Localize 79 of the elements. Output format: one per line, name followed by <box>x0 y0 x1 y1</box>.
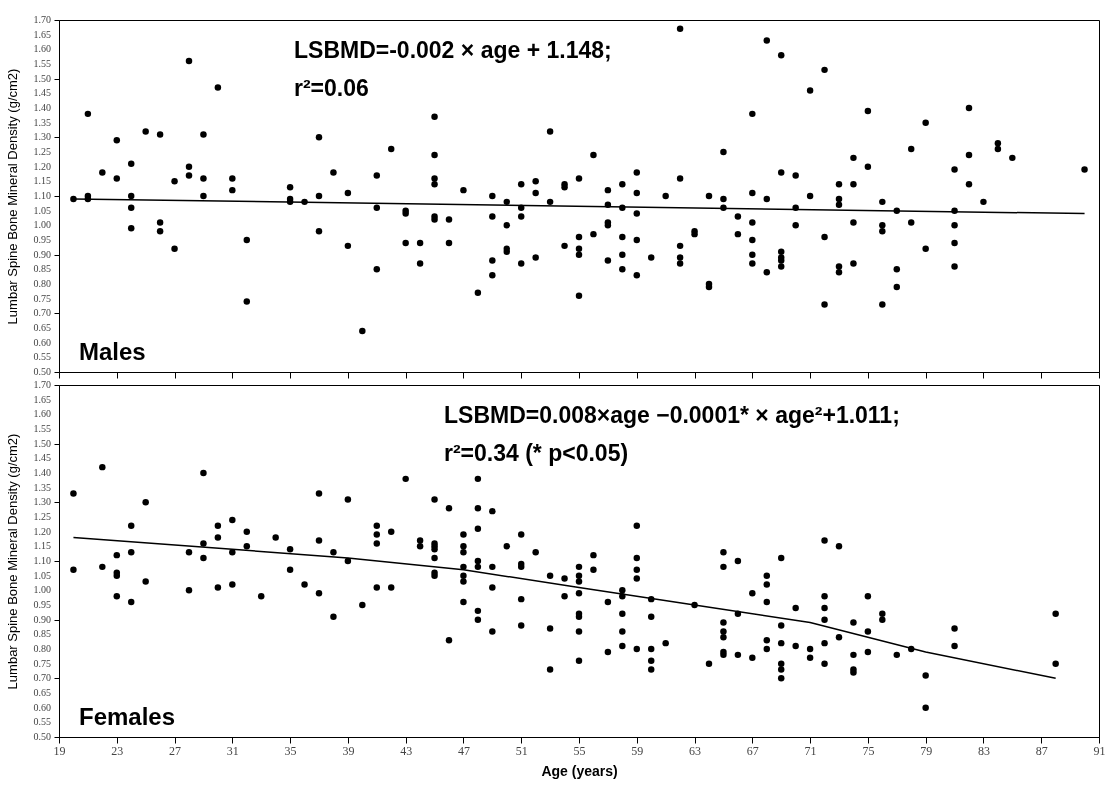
x-tick-label: 75 <box>862 743 875 758</box>
x-tick-label: 63 <box>689 743 702 758</box>
y-tick-label: 1.30 <box>33 131 51 143</box>
y-tick-label: 1.10 <box>33 555 51 566</box>
y-tick-label: 0.55 <box>33 351 51 363</box>
y-tick-label: 1.05 <box>33 204 51 216</box>
annotation: Females <box>79 703 176 730</box>
y-tick-label: 0.55 <box>33 716 51 728</box>
y-tick-label: 1.55 <box>33 423 51 434</box>
y-tick-label: 1.45 <box>33 452 51 464</box>
y-tick-label: 0.70 <box>33 672 51 684</box>
x-tick-label: 87 <box>1035 743 1048 758</box>
x-tick-label: 35 <box>284 743 297 758</box>
y-tick-label: 0.75 <box>33 657 51 669</box>
y-tick-label: 1.20 <box>33 160 51 172</box>
y-tick-label: 1.20 <box>33 525 51 537</box>
annotation: LSBMD=0.008×age −0.0001* × age²+1.011; <box>444 402 900 428</box>
y-tick-label: 0.70 <box>33 307 51 319</box>
y-tick-label: 0.65 <box>33 687 51 698</box>
y-tick-label: 0.95 <box>33 599 51 610</box>
y-tick-label: 0.50 <box>33 366 51 377</box>
y-tick-label: 1.45 <box>33 87 51 99</box>
y-tick-label: 0.95 <box>33 234 51 245</box>
y-axis-title: Lumbar Spine Bone Mineral Density (g/cm2) <box>5 68 20 325</box>
y-tick-label: 0.85 <box>33 263 51 275</box>
y-tick-label: 0.65 <box>33 322 51 333</box>
x-tick-label: 51 <box>515 743 528 758</box>
y-tick-label: 1.40 <box>33 467 51 478</box>
y-tick-label: 0.85 <box>33 628 51 640</box>
x-axis-title: Age (years) <box>541 762 618 779</box>
y-tick-label: 1.60 <box>33 43 51 55</box>
line-series <box>72 536 1057 680</box>
y-tick-label: 0.60 <box>33 701 51 713</box>
x-tick-label: 47 <box>457 743 470 758</box>
y-tick-label: 1.65 <box>33 28 51 40</box>
y-tick-label: 0.80 <box>33 643 51 654</box>
x-tick-label: 19 <box>53 743 66 758</box>
y-tick-label: 1.65 <box>33 393 51 405</box>
x-tick-label: 59 <box>631 743 644 758</box>
x-tick-label: 27 <box>169 743 182 758</box>
y-tick-label: 1.00 <box>33 584 51 596</box>
y-tick-label: 0.90 <box>33 613 51 625</box>
y-tick-label: 1.35 <box>33 481 51 493</box>
y-tick-label: 1.05 <box>33 569 51 581</box>
y-tick-label: 1.30 <box>33 496 51 508</box>
y-tick-label: 1.15 <box>33 175 51 187</box>
y-tick-label: 1.35 <box>33 116 51 128</box>
y-tick-label: 1.70 <box>33 379 51 390</box>
y-tick-label: 0.60 <box>33 336 51 348</box>
y-tick-label: 1.15 <box>33 540 51 552</box>
y-tick-label: 0.75 <box>33 292 51 304</box>
y-tick-label: 1.50 <box>33 437 51 449</box>
x-tick-label: 43 <box>400 743 413 758</box>
y-tick-label: 1.25 <box>33 511 51 522</box>
annotation: LSBMD=-0.002 × age + 1.148; <box>294 37 612 63</box>
y-tick-label: 1.55 <box>33 58 51 69</box>
annotation: r²=0.34 (* p<0.05) <box>444 440 629 466</box>
x-tick-label: 83 <box>977 743 990 758</box>
y-tick-label: 0.50 <box>33 731 51 742</box>
y-tick-label: 1.70 <box>33 14 51 25</box>
y-tick-label: 1.10 <box>33 190 51 201</box>
annotation: r²=0.06 <box>294 75 369 101</box>
y-tick-label: 0.90 <box>33 248 51 260</box>
x-tick-label: 55 <box>573 743 586 758</box>
x-tick-label: 91 <box>1093 743 1106 758</box>
annotation: Males <box>79 338 146 365</box>
x-tick-label: 67 <box>746 743 759 758</box>
y-axis-title: Lumbar Spine Bone Mineral Density (g/cm2) <box>5 433 20 690</box>
y-tick-label: 1.40 <box>33 102 51 113</box>
y-tick-label: 0.80 <box>33 278 51 289</box>
x-tick-label: 31 <box>226 743 239 758</box>
y-tick-label: 1.60 <box>33 408 51 420</box>
y-tick-label: 1.50 <box>33 72 51 84</box>
x-tick-label: 23 <box>111 743 124 758</box>
x-tick-label: 71 <box>804 743 817 758</box>
y-tick-label: 1.00 <box>33 219 51 231</box>
x-tick-label: 79 <box>920 743 933 758</box>
x-tick-label: 39 <box>342 743 355 758</box>
y-tick-label: 1.25 <box>33 146 51 157</box>
